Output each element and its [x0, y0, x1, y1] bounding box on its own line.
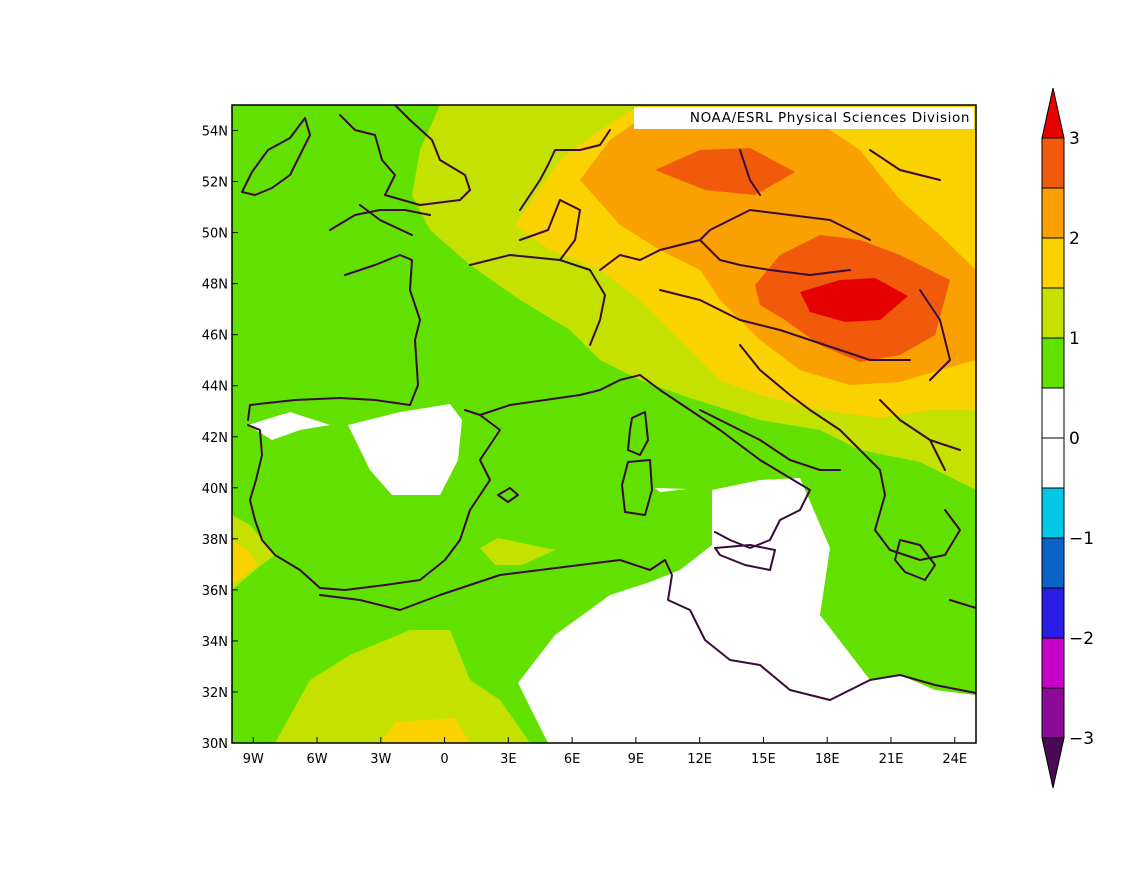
colorbar: 3 2 1 0 −1 −2 −3: [1041, 87, 1094, 789]
colorbar-tick-label: −2: [1069, 629, 1094, 649]
y-tick-label: 42N: [202, 431, 228, 446]
coastline-sicily: [714, 544, 776, 571]
y-tick-label: 48N: [202, 278, 228, 293]
contour-white-small: [655, 488, 688, 492]
contour-darkorange-north: [655, 148, 795, 195]
colorbar-bin: [1041, 587, 1065, 639]
coastline-ireland: [241, 117, 311, 196]
colorbar-tick-label: −3: [1069, 729, 1094, 749]
coastline-iberia: [247, 409, 501, 591]
coastline-sardinia: [621, 459, 653, 516]
colorbar-bin: [1041, 337, 1065, 389]
coastline-adriatic-east: [739, 344, 961, 561]
coastlines: [241, 105, 976, 701]
colorbar-bin: [1041, 687, 1065, 739]
contour-lime-spain-east: [480, 538, 555, 565]
y-tick-label: 50N: [202, 227, 228, 242]
colorbar-bin: [1041, 287, 1065, 339]
colorbar-over-arrow: [1041, 87, 1065, 139]
coastline-corsica: [627, 411, 649, 456]
coastline-balearic: [497, 487, 519, 503]
contour-white-spain: [348, 404, 462, 495]
contour-red: [800, 278, 908, 322]
border-lines: [359, 149, 961, 471]
colorbar-bin: [1041, 137, 1065, 189]
x-tick-label: 3W: [370, 752, 391, 767]
y-tick-label: 52N: [202, 176, 228, 191]
x-tick-label: 21E: [879, 752, 904, 767]
colorbar-bin: [1041, 637, 1065, 689]
colorbar-bin: [1041, 487, 1065, 539]
contour-white-sahara: [518, 478, 976, 743]
y-tick-label: 46N: [202, 329, 228, 344]
y-tick-label: 44N: [202, 380, 228, 395]
coastline-north-africa: [319, 559, 976, 701]
y-tick-label: 30N: [202, 737, 228, 752]
coastline-france-med: [479, 374, 641, 416]
contour-white-portugal: [248, 412, 330, 440]
colorbar-bin: [1041, 537, 1065, 589]
contour-yellow-west-edge: [232, 540, 258, 585]
map-frame: [231, 104, 977, 744]
contour-lime-south: [275, 630, 530, 743]
colorbar-bin: [1041, 387, 1065, 439]
y-tick-label: 32N: [202, 686, 228, 701]
y-tick-label: 54N: [202, 125, 228, 140]
x-tick-label: 9W: [243, 752, 264, 767]
colorbar-tick-label: 3: [1069, 129, 1080, 149]
coastline-north-sea: [519, 129, 611, 211]
colorbar-bin: [1041, 437, 1065, 489]
colorbar-tick-label: 0: [1069, 429, 1080, 449]
coastline-greece: [894, 539, 976, 609]
contour-yellow-south: [380, 718, 470, 743]
colorbar-tick-label: 1: [1069, 329, 1080, 349]
colorbar-under-arrow: [1041, 737, 1065, 789]
coastline-italy: [639, 374, 841, 549]
x-tick-label: 6W: [306, 752, 327, 767]
y-axis: 30N 32N 34N 36N 38N 40N 42N 44N 46N 48N 50N 52N 54N: [202, 125, 238, 752]
colorbar-tick-label: 2: [1069, 229, 1080, 249]
x-axis: 9W 6W 3W 0 3E 6E 9E 12E 15E 18E 21E 24E: [243, 737, 967, 767]
credit-text: NOAA/ESRL Physical Sciences Division: [690, 110, 970, 126]
x-tick-label: 3E: [500, 752, 517, 767]
y-tick-label: 40N: [202, 482, 228, 497]
coastline-france-biscay: [247, 254, 421, 421]
x-tick-label: 9E: [628, 752, 645, 767]
y-tick-label: 34N: [202, 635, 228, 650]
x-tick-label: 0: [440, 752, 448, 767]
anomaly-field: [232, 105, 976, 743]
x-tick-label: 12E: [687, 752, 712, 767]
y-tick-label: 36N: [202, 584, 228, 599]
x-tick-label: 15E: [751, 752, 776, 767]
colorbar-bin: [1041, 237, 1065, 289]
x-tick-label: 6E: [564, 752, 581, 767]
colorbar-tick-label: −1: [1069, 529, 1094, 549]
coastline-britain: [329, 105, 471, 231]
x-tick-label: 24E: [942, 752, 967, 767]
y-tick-label: 38N: [202, 533, 228, 548]
colorbar-bin: [1041, 187, 1065, 239]
credit-box: [634, 107, 974, 129]
x-tick-label: 18E: [815, 752, 840, 767]
